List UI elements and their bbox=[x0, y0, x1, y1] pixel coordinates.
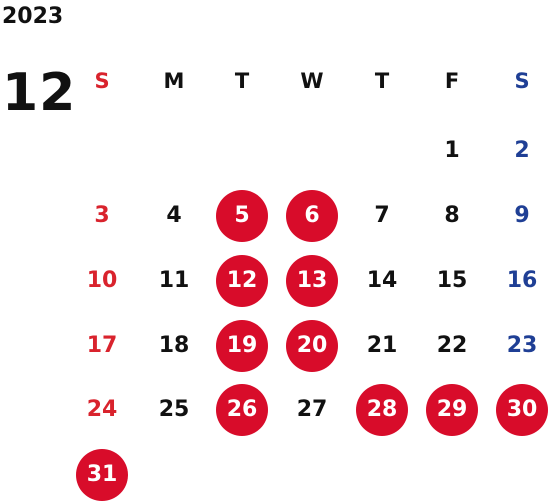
year-label: 2023 bbox=[2, 4, 64, 29]
day-cell[interactable]: 9 bbox=[514, 203, 530, 228]
day-cell[interactable]: 18 bbox=[158, 333, 190, 358]
day-cell[interactable]: 14 bbox=[366, 268, 398, 293]
weekday-wednesday: W bbox=[300, 68, 324, 93]
day-cell[interactable]: 25 bbox=[158, 397, 190, 422]
day-cell[interactable]: 24 bbox=[86, 397, 118, 422]
weekday-thursday: T bbox=[374, 68, 390, 93]
highlighted-day[interactable]: 19 bbox=[216, 320, 268, 372]
day-cell[interactable]: 27 bbox=[296, 397, 328, 422]
weekday-saturday: S bbox=[514, 68, 530, 93]
weekday-tuesday: T bbox=[234, 68, 250, 93]
highlighted-day[interactable]: 5 bbox=[216, 190, 268, 242]
day-cell[interactable]: 23 bbox=[506, 333, 538, 358]
highlighted-day[interactable]: 30 bbox=[496, 384, 548, 436]
month-label: 12 bbox=[2, 63, 77, 123]
day-cell[interactable]: 4 bbox=[166, 203, 182, 228]
highlighted-day[interactable]: 12 bbox=[216, 255, 268, 307]
day-cell[interactable]: 22 bbox=[436, 333, 468, 358]
day-cell[interactable]: 10 bbox=[86, 268, 118, 293]
day-cell[interactable]: 3 bbox=[94, 203, 110, 228]
day-cell[interactable]: 21 bbox=[366, 333, 398, 358]
day-cell[interactable]: 16 bbox=[506, 268, 538, 293]
day-cell[interactable]: 17 bbox=[86, 333, 118, 358]
day-cell[interactable]: 7 bbox=[374, 203, 390, 228]
day-cell[interactable]: 8 bbox=[444, 203, 460, 228]
day-cell[interactable]: 2 bbox=[514, 138, 530, 163]
highlighted-day[interactable]: 28 bbox=[356, 384, 408, 436]
highlighted-day[interactable]: 13 bbox=[286, 255, 338, 307]
highlighted-day[interactable]: 20 bbox=[286, 320, 338, 372]
highlighted-day[interactable]: 6 bbox=[286, 190, 338, 242]
weekday-sunday: S bbox=[94, 68, 110, 93]
weekday-monday: M bbox=[163, 68, 185, 93]
highlighted-day[interactable]: 29 bbox=[426, 384, 478, 436]
day-cell[interactable]: 1 bbox=[444, 138, 460, 163]
weekday-friday: F bbox=[444, 68, 460, 93]
day-cell[interactable]: 11 bbox=[158, 268, 190, 293]
day-cell[interactable]: 15 bbox=[436, 268, 468, 293]
highlighted-day[interactable]: 26 bbox=[216, 384, 268, 436]
highlighted-day[interactable]: 31 bbox=[76, 449, 128, 501]
